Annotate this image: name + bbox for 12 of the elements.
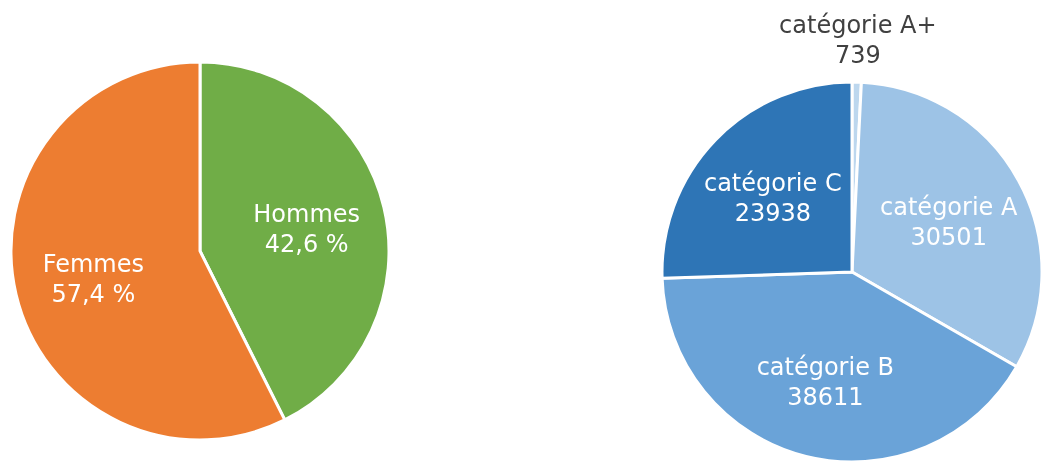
slice-label: catégorie B (756, 352, 895, 381)
slice-label: Femmes (42, 250, 144, 279)
data-label: 38611 (787, 382, 864, 411)
data-label: 42,6 % (264, 229, 349, 258)
data-label: 739 (834, 41, 881, 70)
slice-label: catégorie C (703, 169, 842, 198)
data-label: 23938 (734, 199, 811, 228)
slice-label: catégorie A+ (779, 11, 937, 40)
data-label: 30501 (910, 223, 987, 252)
slice-label: Hommes (253, 199, 361, 228)
slice-label: catégorie A (880, 193, 1018, 222)
data-label: 57,4 % (51, 280, 136, 309)
